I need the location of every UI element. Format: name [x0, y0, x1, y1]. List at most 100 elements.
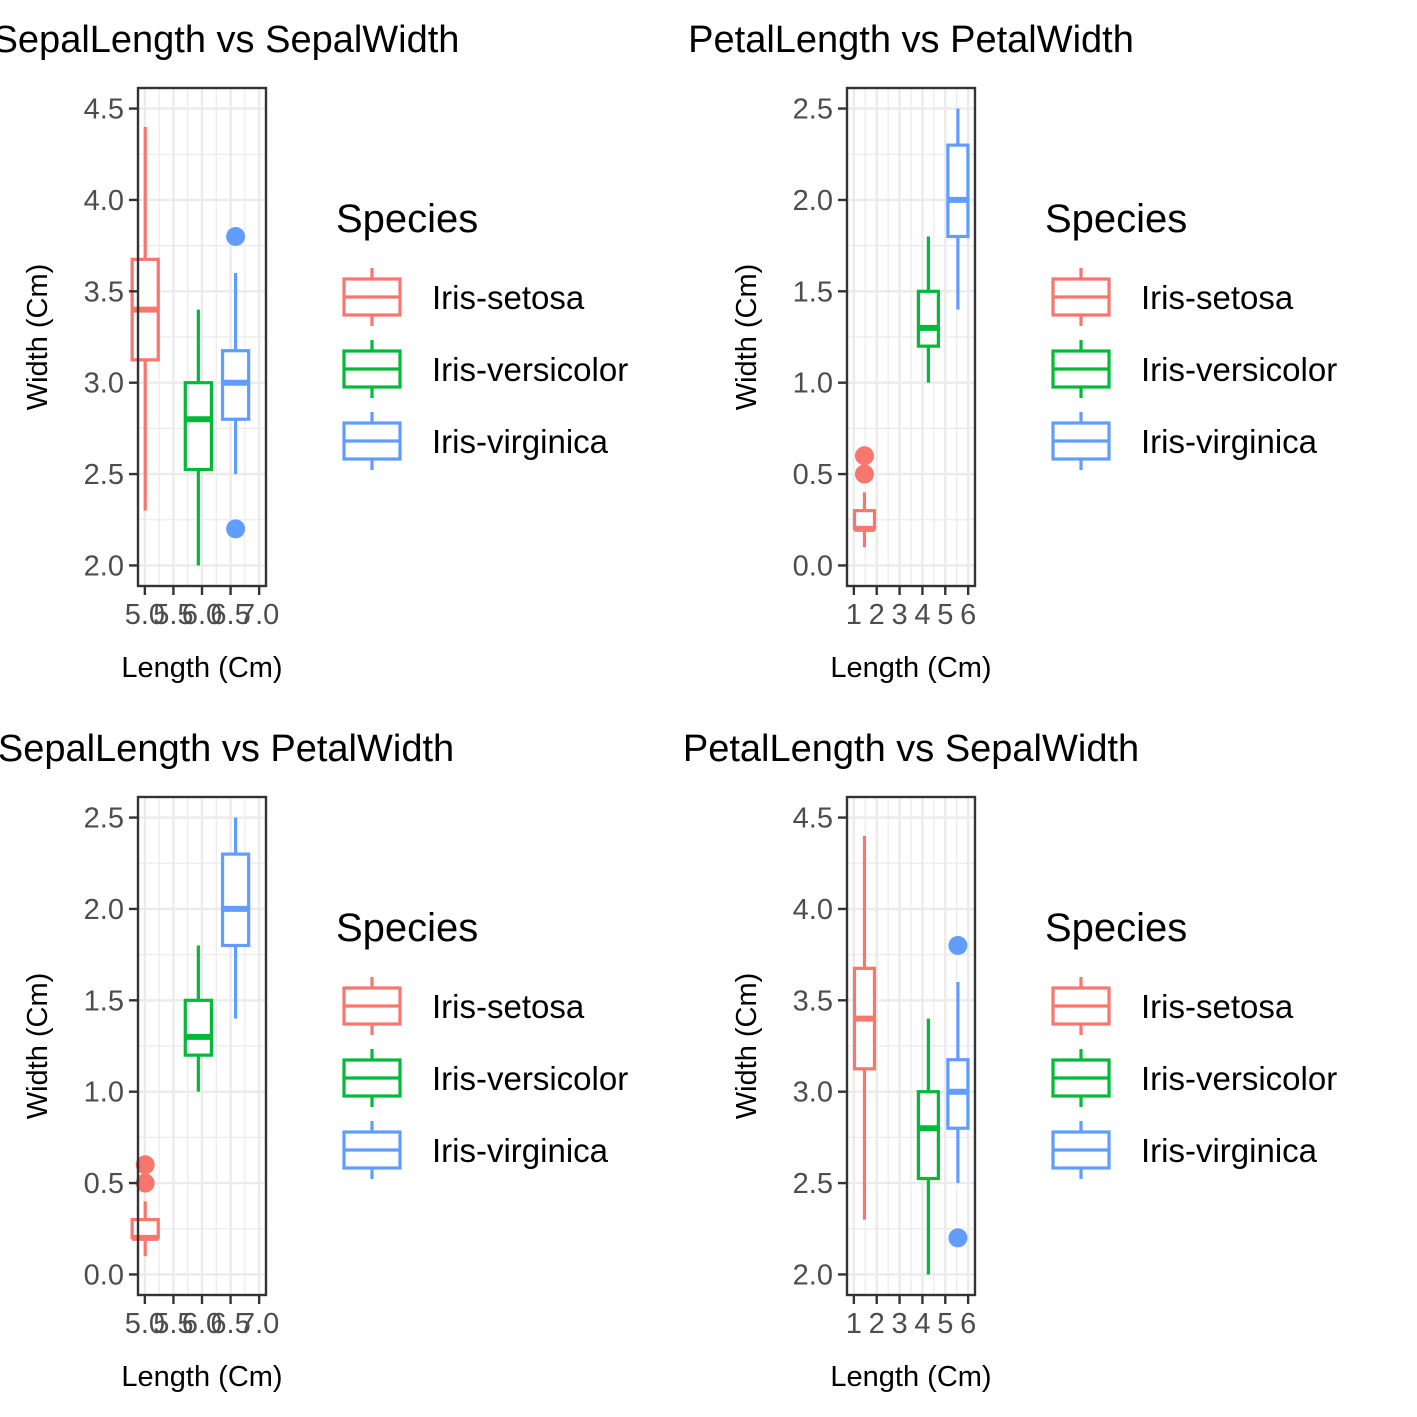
boxplot-iris-versicolor — [183, 309, 214, 566]
y-tick-label: 0.5 — [793, 459, 833, 491]
x-tick-label: 3 — [892, 599, 908, 631]
legend: Species Iris-setosa Iris-versicolor Iris-vi… — [1045, 906, 1337, 1179]
x-tick-label: 1 — [846, 1308, 862, 1340]
chart-panel: PetalLength vs SepalWidth 2.0 2.5 3.0 3.5 4.0… — [683, 728, 1337, 1393]
legend-key-iris-setosa — [1051, 977, 1111, 1035]
legend-key-iris-versicolor — [1051, 1049, 1111, 1107]
legend-label: Iris-setosa — [1141, 988, 1294, 1025]
x-tick-label: 1 — [846, 599, 862, 631]
x-tick-label: 6.5 — [210, 599, 250, 631]
legend-label: Iris-versicolor — [1141, 1060, 1337, 1097]
boxplot-iris-versicolor — [916, 236, 940, 383]
panel-border — [845, 795, 977, 1297]
x-tick-label: 5.0 — [125, 1308, 165, 1340]
legend-title: Species — [336, 906, 478, 950]
boxplot-iris-virginica — [220, 226, 251, 539]
outlier-point — [135, 1173, 155, 1193]
outlier-point — [854, 446, 874, 466]
y-tick-label: 2.0 — [793, 1259, 833, 1291]
y-tick-label: 2.5 — [793, 94, 833, 126]
legend-key-iris-virginica — [1051, 412, 1111, 470]
iqr-box — [220, 852, 251, 948]
legend-label: Iris-virginica — [1141, 423, 1318, 460]
y-tick-label: 1.0 — [84, 1077, 124, 1109]
boxplot-iris-versicolor — [183, 945, 214, 1092]
y-tick-label: 3.0 — [793, 1077, 833, 1109]
legend: Species Iris-setosa Iris-versicolor Iris-vi… — [1045, 197, 1337, 470]
boxplot-iris-virginica — [946, 935, 970, 1248]
y-tick-label: 4.0 — [793, 894, 833, 926]
chart-title: SepalLength vs SepalWidth — [0, 19, 459, 61]
y-tick-label: 4.5 — [793, 803, 833, 835]
legend-label: Iris-virginica — [432, 423, 609, 460]
y-axis-title: Width (Cm) — [22, 264, 54, 411]
boxplot-iris-setosa — [130, 126, 160, 511]
x-tick-label: 6 — [960, 599, 976, 631]
boxplot-iris-virginica — [946, 108, 970, 310]
x-axis-title: Length (Cm) — [121, 652, 282, 684]
legend-title: Species — [1045, 906, 1187, 950]
legend-label: Iris-versicolor — [432, 351, 628, 388]
boxplot-iris-setosa — [852, 446, 877, 548]
x-tick-label: 5.5 — [153, 599, 193, 631]
x-tick-label: 6.0 — [182, 599, 222, 631]
outlier-point — [226, 519, 246, 539]
chart-panel: SepalLength vs PetalWidth 0.0 0.5 1.0 1.5 2.0… — [0, 728, 628, 1393]
x-tick-label: 2 — [869, 599, 885, 631]
legend-key-iris-setosa — [1051, 268, 1111, 326]
iqr-box — [183, 381, 214, 472]
chart-panel: PetalLength vs PetalWidth 0.0 0.5 1.0 1.5 2.0… — [688, 19, 1337, 684]
chart-panel: SepalLength vs SepalWidth 2.0 2.5 3.0 3.5 4.0… — [0, 19, 628, 684]
y-tick-label: 0.0 — [793, 550, 833, 582]
iqr-box — [916, 289, 940, 348]
y-tick-label: 2.0 — [84, 550, 124, 582]
y-tick-label: 3.5 — [84, 276, 124, 308]
y-tick-label: 3.5 — [793, 985, 833, 1017]
y-axis-title: Width (Cm) — [731, 264, 763, 411]
x-tick-label: 4 — [914, 1308, 930, 1340]
x-tick-label: 5.0 — [125, 599, 165, 631]
x-tick-label: 7.0 — [239, 599, 279, 631]
chart-title: PetalLength vs PetalWidth — [688, 19, 1134, 61]
legend-key-iris-versicolor — [1051, 340, 1111, 398]
legend-label: Iris-versicolor — [1141, 351, 1337, 388]
y-tick-label: 3.0 — [84, 368, 124, 400]
legend-label: Iris-setosa — [432, 988, 585, 1025]
legend-title: Species — [1045, 197, 1187, 241]
legend-key-iris-versicolor — [342, 340, 402, 398]
legend-label: Iris-setosa — [1141, 279, 1294, 316]
x-tick-label: 5.5 — [153, 1308, 193, 1340]
y-tick-label: 2.5 — [84, 803, 124, 835]
x-axis-title: Length (Cm) — [121, 1361, 282, 1393]
boxplot-iris-virginica — [220, 817, 251, 1019]
legend-key-iris-versicolor — [342, 1049, 402, 1107]
legend-label: Iris-virginica — [1141, 1132, 1318, 1169]
outlier-point — [226, 226, 246, 246]
y-tick-label: 0.5 — [84, 1168, 124, 1200]
chart-title: PetalLength vs SepalWidth — [683, 728, 1139, 770]
legend-title: Species — [336, 197, 478, 241]
x-tick-label: 6 — [960, 1308, 976, 1340]
x-tick-label: 6.5 — [210, 1308, 250, 1340]
y-tick-label: 2.0 — [84, 894, 124, 926]
legend-key-iris-virginica — [342, 1121, 402, 1179]
outlier-point — [854, 464, 874, 484]
outlier-point — [135, 1155, 155, 1175]
x-tick-label: 4 — [914, 599, 930, 631]
x-axis-title: Length (Cm) — [830, 1361, 991, 1393]
x-axis-title: Length (Cm) — [830, 652, 991, 684]
legend-label: Iris-versicolor — [432, 1060, 628, 1097]
y-tick-label: 1.5 — [84, 985, 124, 1017]
x-tick-label: 3 — [892, 1308, 908, 1340]
legend: Species Iris-setosa Iris-versicolor Iris-vi… — [336, 906, 628, 1179]
legend-key-iris-setosa — [342, 977, 402, 1035]
x-tick-label: 2 — [869, 1308, 885, 1340]
y-axis-title: Width (Cm) — [22, 973, 54, 1120]
legend-label: Iris-setosa — [432, 279, 585, 316]
x-tick-label: 6.0 — [182, 1308, 222, 1340]
outlier-point — [948, 935, 968, 955]
y-tick-label: 2.0 — [793, 185, 833, 217]
legend-label: Iris-virginica — [432, 1132, 609, 1169]
legend: Species Iris-setosa Iris-versicolor Iris-vi… — [336, 197, 628, 470]
